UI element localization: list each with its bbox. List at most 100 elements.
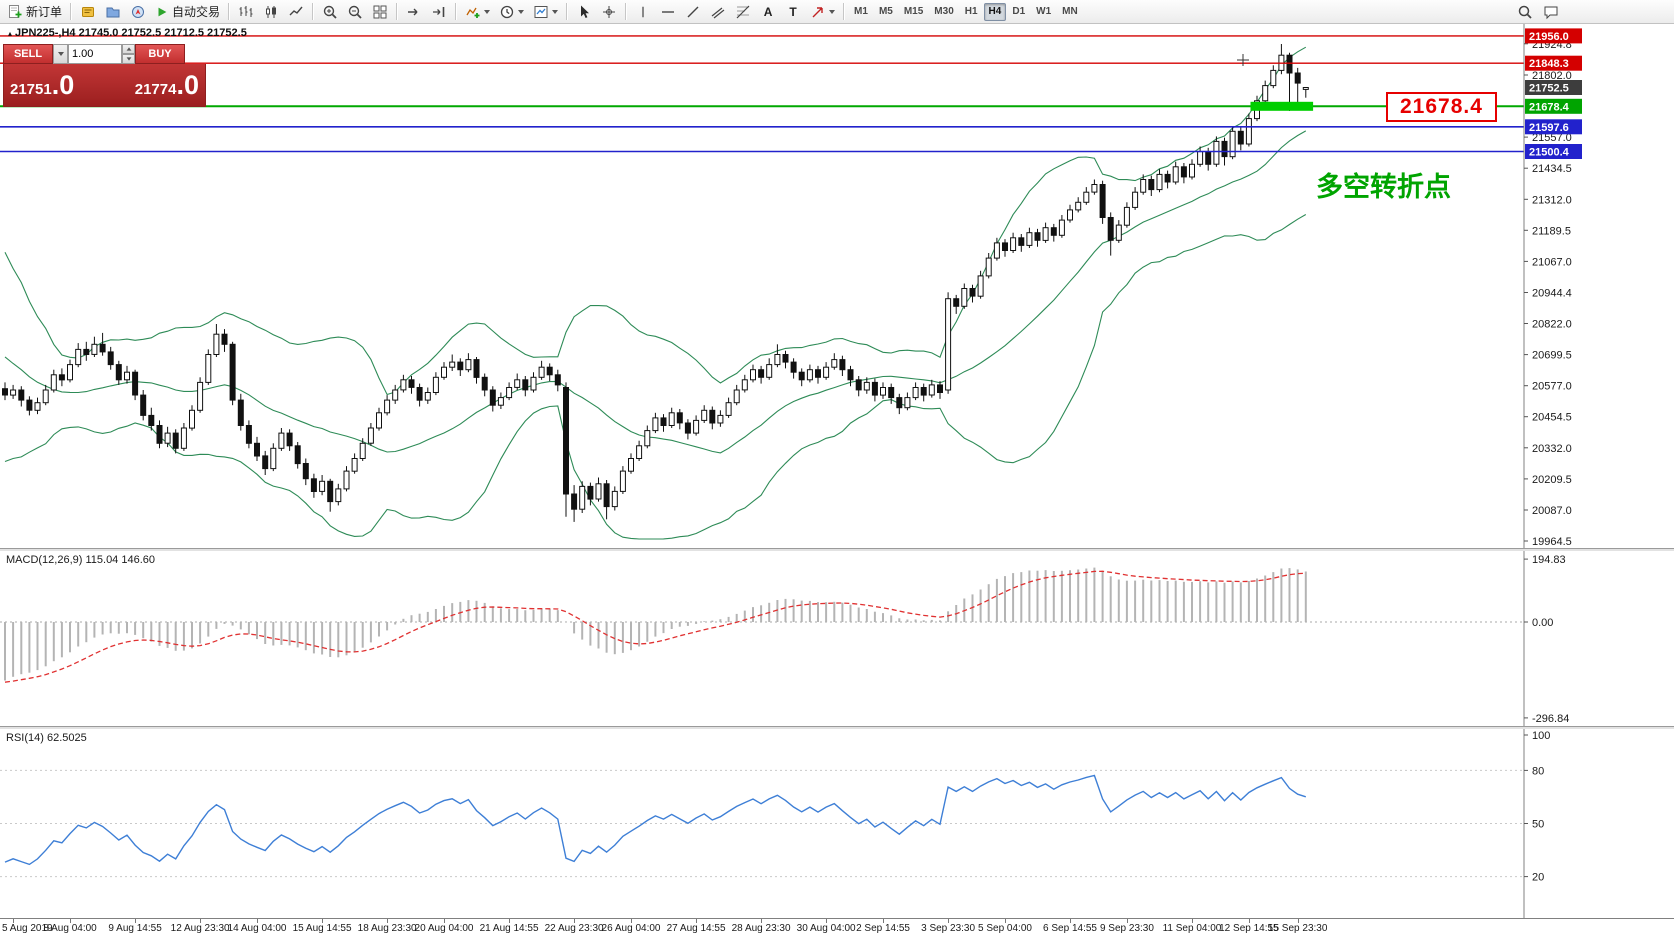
time-tick — [387, 919, 389, 923]
price-line-highlight[interactable] — [1250, 101, 1314, 111]
text-label-tool-button[interactable]: T — [781, 2, 805, 22]
candle-body — [611, 490, 618, 508]
bollinger-bands — [4, 46, 1307, 540]
separator — [312, 3, 315, 20]
separator — [625, 3, 628, 20]
indicators-button[interactable] — [461, 2, 494, 22]
candle-body — [50, 374, 57, 391]
zoom-in-button[interactable] — [318, 2, 342, 22]
chat-button[interactable] — [1539, 2, 1563, 22]
volume-input[interactable] — [68, 44, 122, 64]
channel-icon — [710, 4, 726, 20]
candle-body — [1213, 140, 1220, 165]
time-tick — [1004, 919, 1006, 923]
sell-button[interactable]: SELL — [3, 44, 53, 64]
candle-body — [18, 389, 25, 401]
candle-body — [896, 397, 903, 409]
time-axis-label: 22 Aug 23:30 — [544, 923, 604, 934]
line-chart-button[interactable] — [284, 2, 308, 22]
rsi-panel[interactable]: 100 80 50 20 — [0, 729, 1674, 918]
templates-button[interactable] — [529, 2, 562, 22]
rsi-tick-label: 80 — [1532, 765, 1544, 777]
zoom-out-button[interactable] — [343, 2, 367, 22]
arrows-tool-button[interactable] — [806, 2, 839, 22]
timeframe-m30-button[interactable]: M30 — [929, 3, 958, 21]
candle-body — [156, 425, 163, 444]
panel-separator[interactable] — [0, 726, 1674, 729]
candle-body — [1172, 166, 1179, 183]
candlestick-chart-button[interactable] — [259, 2, 283, 22]
time-axis-label: 21 Aug 14:55 — [479, 923, 539, 934]
buy-price[interactable]: 21774.0 — [135, 71, 199, 99]
toolbar: 新订单 自动交易 — [0, 0, 1674, 24]
chart-shift-button[interactable] — [427, 2, 451, 22]
candle-body — [790, 361, 797, 373]
volume-decrease-button[interactable] — [122, 54, 135, 64]
candle-body — [99, 343, 106, 353]
auto-trading-label: 自动交易 — [172, 5, 221, 19]
line-chart-icon — [288, 4, 304, 20]
fibonacci-button[interactable] — [731, 2, 755, 22]
sell-price[interactable]: 21751.0 — [10, 71, 74, 99]
candle-body — [164, 432, 171, 444]
search-button[interactable] — [1513, 2, 1537, 22]
timeframe-m5-button[interactable]: M5 — [874, 3, 898, 21]
candle-body — [457, 361, 464, 371]
chart-shift-icon — [431, 4, 447, 20]
chart-annotation-text[interactable]: 多空转折点 — [1316, 172, 1451, 202]
timeframe-h1-button[interactable]: H1 — [960, 3, 983, 21]
time-tick — [13, 919, 15, 923]
order-options-dropdown[interactable] — [53, 44, 68, 64]
price-callout-box[interactable]: 21678.4 — [1386, 92, 1497, 122]
timeframe-d1-button[interactable]: D1 — [1007, 3, 1030, 21]
time-axis-label: 12 Aug 23:30 — [170, 923, 230, 934]
buy-button[interactable]: BUY — [135, 44, 185, 64]
metaeditor-button[interactable] — [76, 2, 100, 22]
timeframe-mn-button[interactable]: MN — [1057, 3, 1083, 21]
clock-icon — [499, 4, 515, 20]
auto-trading-button[interactable]: 自动交易 — [151, 2, 224, 22]
new-order-button[interactable]: 新订单 — [3, 2, 66, 22]
candle-body — [977, 275, 984, 297]
candle-body — [245, 425, 252, 444]
vertical-line-button[interactable] — [631, 2, 655, 22]
crosshair-button[interactable] — [597, 2, 621, 22]
timeframe-w1-button[interactable]: W1 — [1031, 3, 1056, 21]
text-tool-button[interactable]: A — [756, 2, 780, 22]
candle-body — [254, 442, 260, 457]
rsi-indicator-label: RSI(14) 62.5025 — [6, 732, 87, 744]
candle-body — [839, 359, 846, 371]
tile-windows-button[interactable] — [368, 2, 392, 22]
bar-chart-button[interactable] — [234, 2, 258, 22]
candle-body — [1156, 173, 1163, 191]
candle-body — [644, 430, 651, 447]
navigator-button[interactable] — [126, 2, 150, 22]
price-tick-label: 21067.0 — [1532, 256, 1572, 268]
periods-button[interactable] — [495, 2, 528, 22]
channel-button[interactable] — [706, 2, 730, 22]
price-tick-label: 21557.0 — [1532, 132, 1572, 144]
macd-panel[interactable]: 194.83 0.00 -296.84 — [0, 551, 1674, 726]
time-axis-label: 9 Aug 14:55 — [108, 923, 162, 934]
text-t-icon: T — [789, 4, 797, 19]
panel-separator[interactable] — [0, 548, 1674, 551]
timeframe-h4-button[interactable]: H4 — [983, 2, 1007, 21]
tile-windows-icon — [372, 4, 388, 20]
time-axis[interactable]: 5 Aug 2019 8 Aug 04:00 9 Aug 14:55 12 Aug 2… — [0, 918, 1674, 947]
symbol-marker-icon: ▴ — [8, 29, 13, 38]
macd-histogram — [4, 567, 1307, 681]
candle-body — [880, 387, 886, 396]
profiles-button[interactable] — [101, 2, 125, 22]
cursor-button[interactable] — [572, 2, 596, 22]
candle-body — [432, 376, 439, 393]
candles — [2, 44, 1309, 522]
trendline-button[interactable] — [681, 2, 705, 22]
horizontal-line-button[interactable] — [656, 2, 680, 22]
timeframe-group: M1 M5 M15 M30 H1 H4 D1 W1 MN — [849, 2, 1083, 21]
volume-increase-button[interactable] — [122, 44, 135, 54]
trade-prices[interactable]: 21751.0 21774.0 — [3, 64, 206, 107]
candle-body — [148, 414, 155, 426]
auto-scroll-button[interactable] — [402, 2, 426, 22]
timeframe-m15-button[interactable]: M15 — [899, 3, 928, 21]
timeframe-m1-button[interactable]: M1 — [849, 3, 873, 21]
